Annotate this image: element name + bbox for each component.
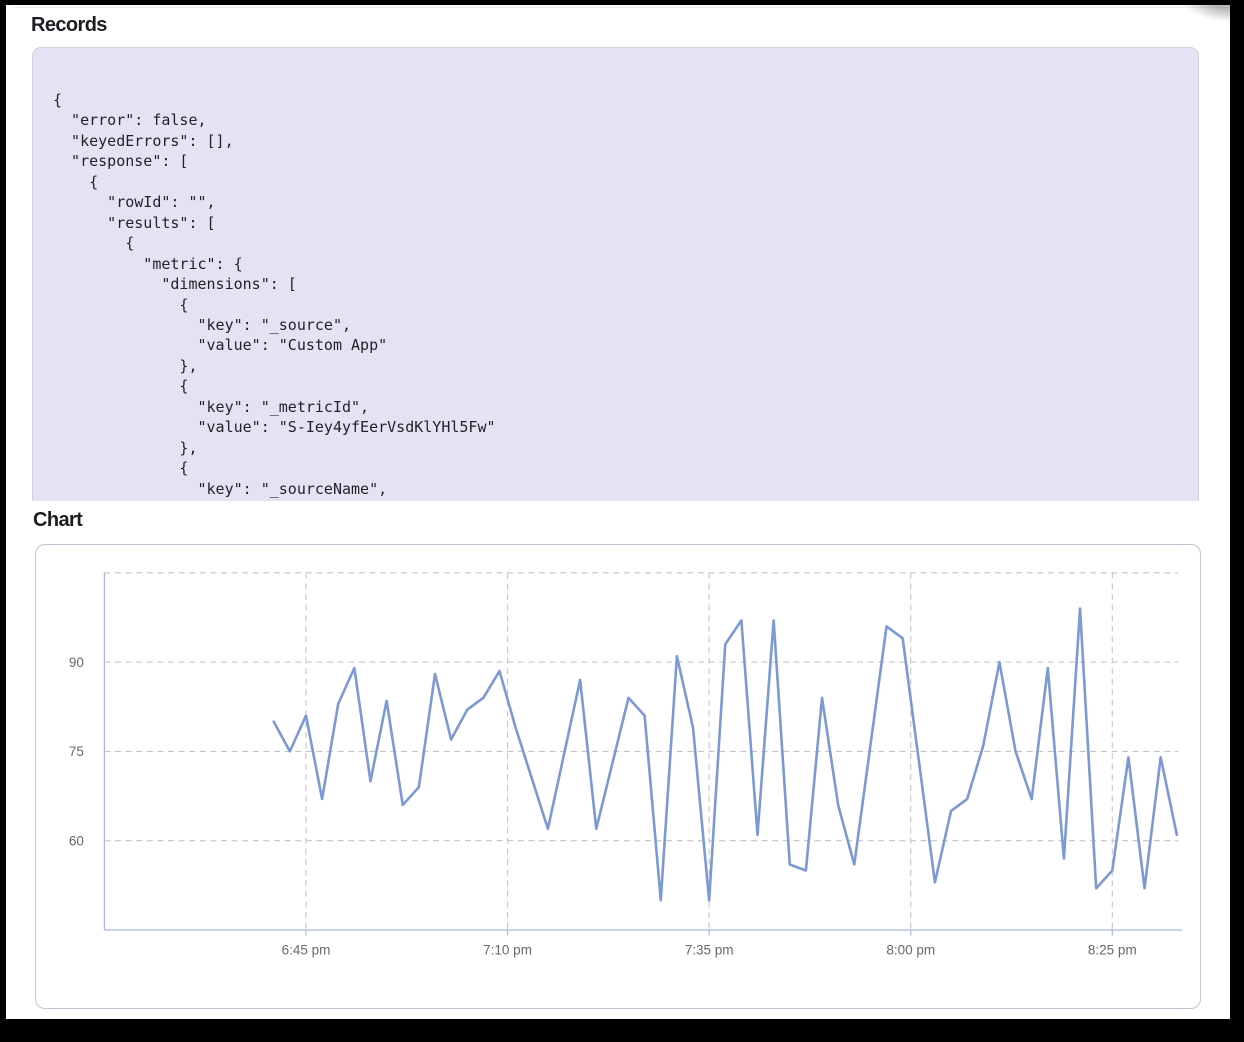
svg-text:8:00 pm: 8:00 pm xyxy=(886,943,935,958)
svg-text:7:35 pm: 7:35 pm xyxy=(685,943,734,958)
svg-text:90: 90 xyxy=(69,655,84,670)
records-section-title: Records xyxy=(31,13,107,36)
page-surface: Records { "error": false, "keyedErrors":… xyxy=(6,5,1230,1019)
line-chart[interactable]: 60 75 90 6:45 pm 7:10 pm 7:35 pm 8:00 pm 8:25 p… xyxy=(36,545,1200,1008)
svg-text:7:10 pm: 7:10 pm xyxy=(483,943,532,958)
chart-panel: 60 75 90 6:45 pm 7:10 pm 7:35 pm 8:00 pm 8:25 p… xyxy=(35,544,1201,1009)
svg-text:6:45 pm: 6:45 pm xyxy=(282,943,331,958)
corner-shadow xyxy=(1168,5,1230,24)
records-json-code[interactable]: { "error": false, "keyedErrors": [], "re… xyxy=(32,47,1199,501)
records-panel: { "error": false, "keyedErrors": [], "re… xyxy=(32,47,1199,501)
svg-text:60: 60 xyxy=(69,834,84,849)
chart-section-title: Chart xyxy=(33,508,83,531)
svg-text:8:25 pm: 8:25 pm xyxy=(1088,943,1137,958)
svg-text:75: 75 xyxy=(69,744,84,759)
top-divider xyxy=(14,7,1230,8)
